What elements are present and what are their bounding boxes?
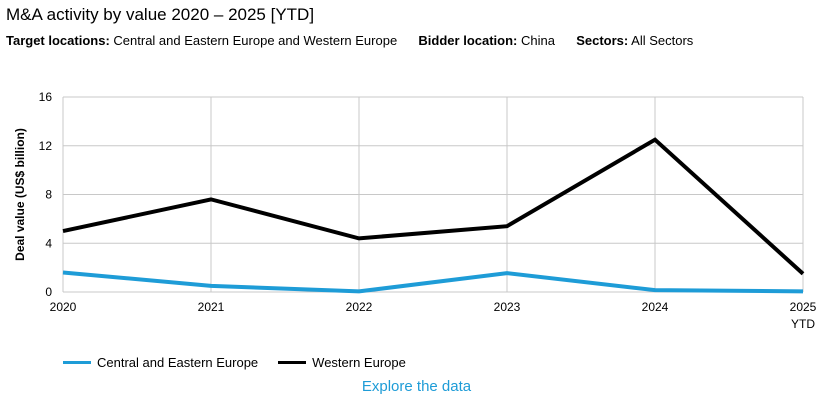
x-tick-label: 2020: [50, 300, 77, 314]
y-tick-label: 0: [45, 285, 52, 299]
filter-sectors-value: All Sectors: [631, 33, 694, 48]
legend-item-we[interactable]: Western Europe: [278, 355, 406, 370]
x-tick-label: YTD: [791, 317, 815, 331]
filter-bidder-key: Bidder location:: [418, 33, 518, 48]
chart-title: M&A activity by value 2020 – 2025 [YTD]: [6, 5, 315, 24]
x-tick-label: 2024: [642, 300, 669, 314]
x-tick-label: 2021: [198, 300, 225, 314]
y-tick-label: 4: [45, 236, 52, 250]
explore-data-link[interactable]: Explore the data: [361, 378, 472, 395]
series-line-western-europe: [62, 137, 805, 276]
y-tick-label: 16: [39, 90, 53, 104]
line-chart: 0 4 8 12 16 2020 2021 2022 2023 2024 2025 YTD Deal v…: [13, 90, 817, 331]
y-axis-label: Deal value (US$ billion): [13, 128, 27, 261]
legend-item-cee[interactable]: Central and Eastern Europe: [63, 355, 258, 370]
legend-swatch-we: [278, 361, 307, 364]
chart-filters: Target locations: Central and Eastern Eu…: [6, 33, 693, 48]
filter-target-value: Central and Eastern Europe and Western E…: [113, 33, 398, 48]
series-line-central-eastern-europe: [62, 270, 804, 294]
filter-target-key: Target locations:: [6, 33, 110, 48]
legend-label-cee: Central and Eastern Europe: [97, 355, 259, 370]
filter-bidder-value: China: [521, 33, 555, 48]
x-tick-label: 2023: [494, 300, 521, 314]
chart-legend: Central and Eastern Europe Western Europ…: [63, 355, 426, 370]
legend-swatch-cee: [63, 361, 91, 364]
y-tick-label: 12: [39, 139, 53, 153]
filter-sectors-key: Sectors:: [576, 33, 629, 48]
y-tick-label: 8: [45, 188, 52, 202]
x-tick-label: 2022: [346, 300, 373, 314]
x-tick-label: 2025: [790, 300, 817, 314]
legend-label-we: Western Europe: [312, 355, 406, 370]
